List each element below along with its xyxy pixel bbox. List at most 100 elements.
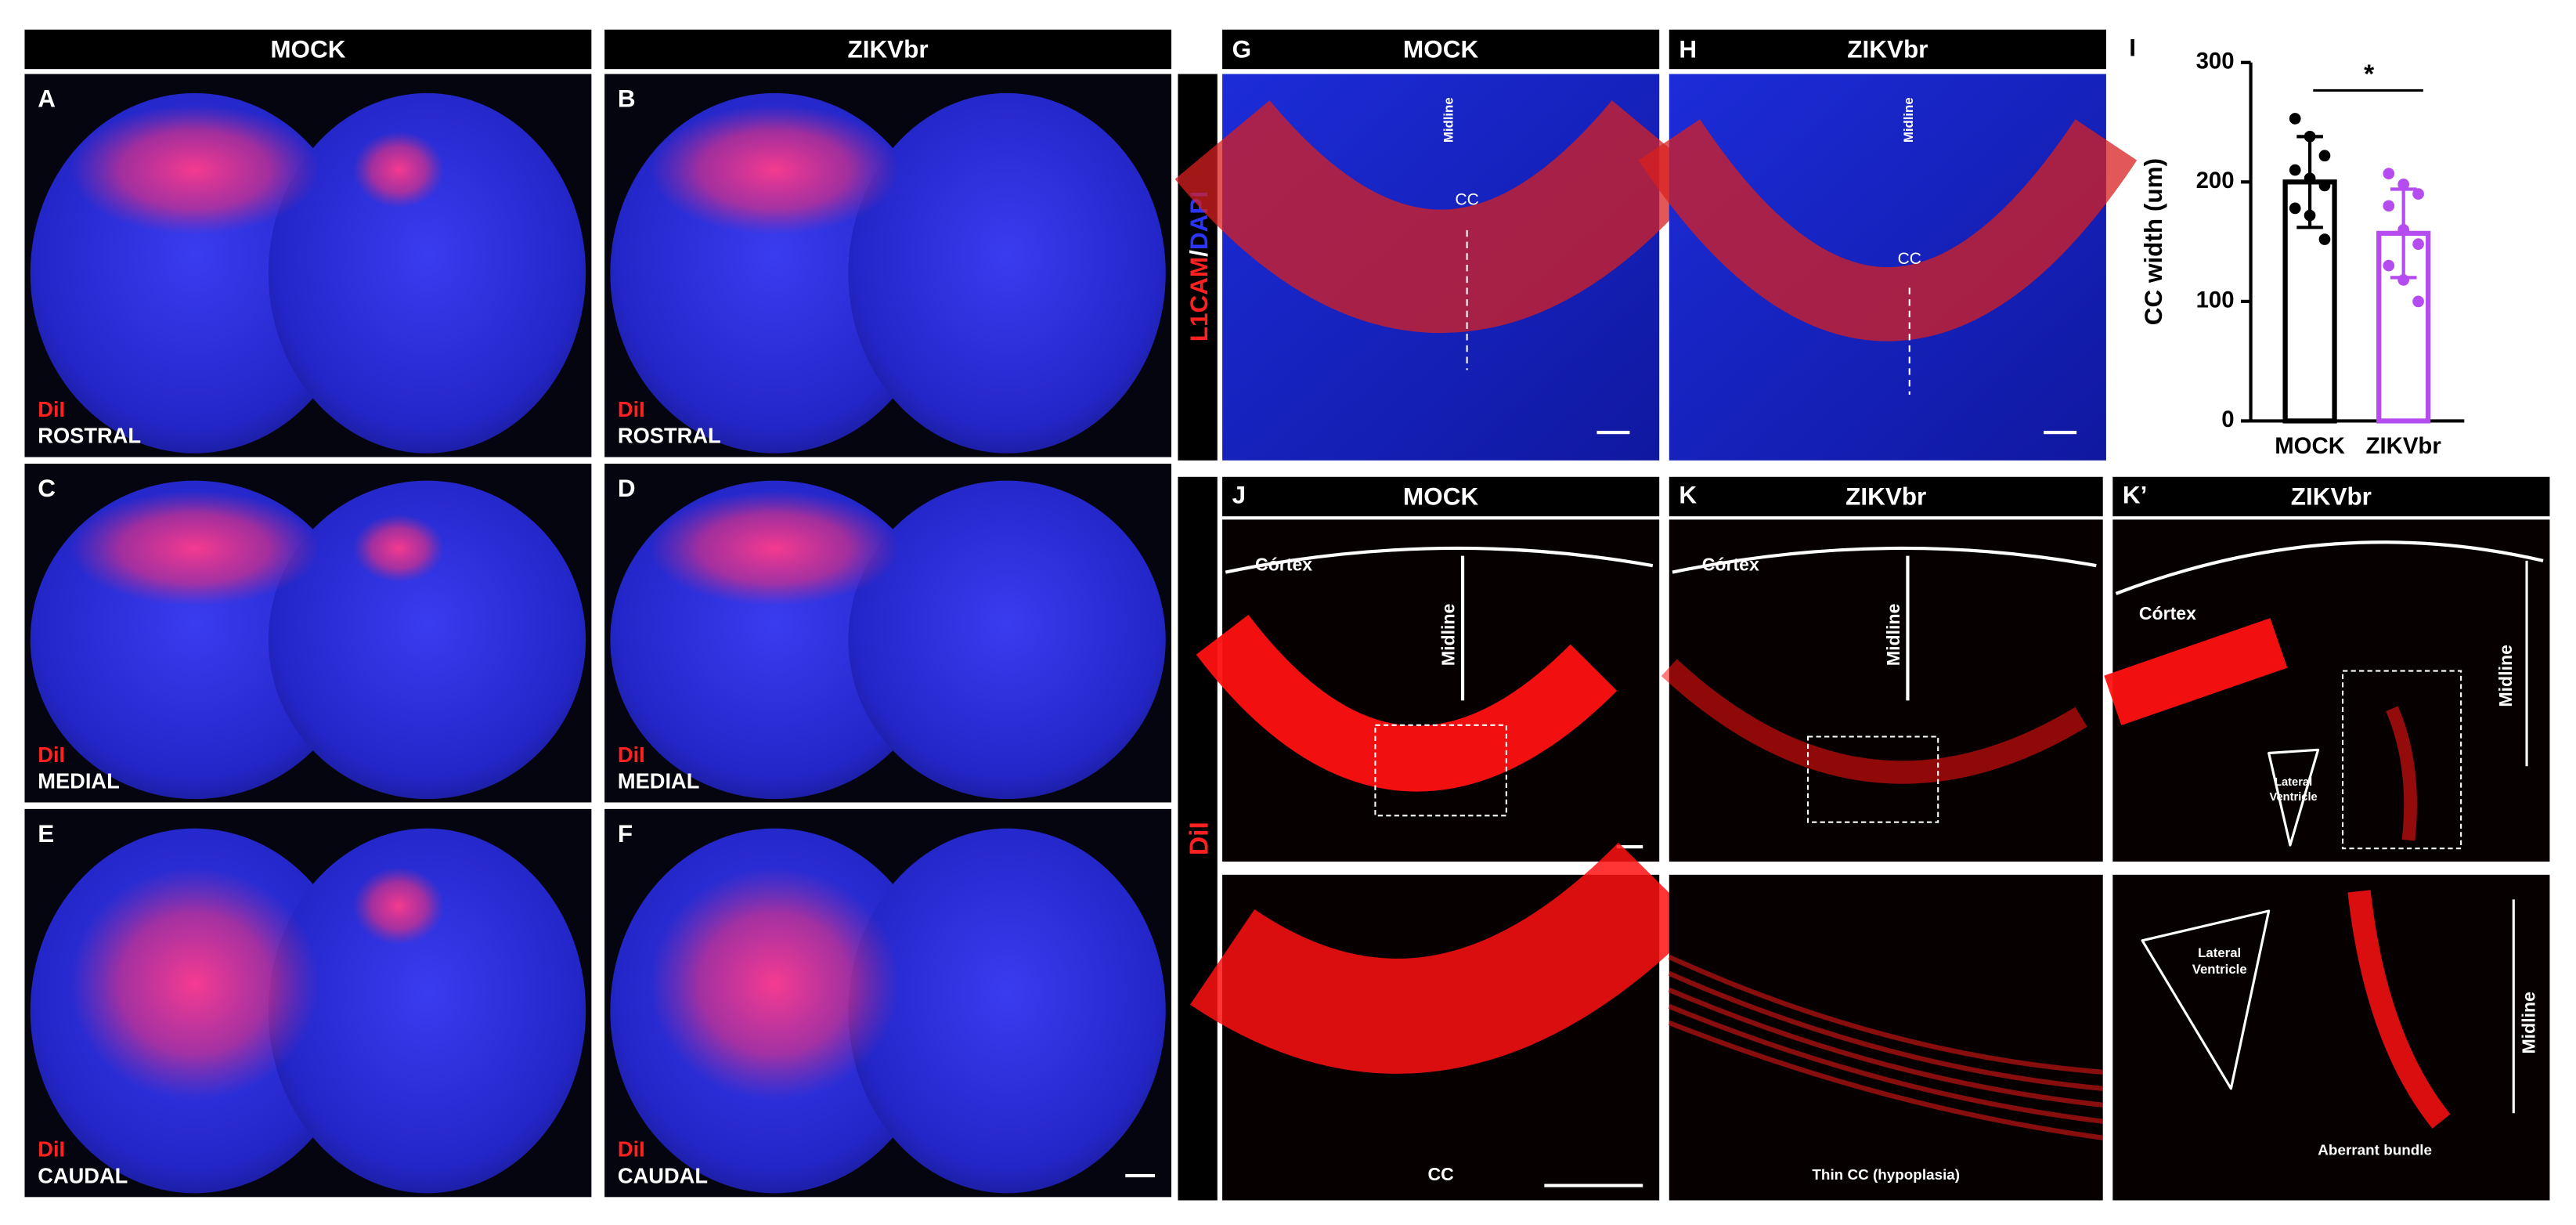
hemisphere: [848, 828, 1166, 1194]
data-point: [2397, 223, 2410, 236]
scale-bar: [1616, 845, 1643, 849]
side-label-part: /: [1185, 250, 1213, 257]
ventricle-label: Ventricle: [2192, 962, 2247, 977]
panel-letter: J: [1232, 481, 1247, 508]
side-bar: [1178, 74, 1218, 461]
micrograph: [1669, 519, 2103, 862]
data-point: [2412, 188, 2424, 200]
data-point: [2304, 209, 2316, 222]
midline-label: Midline: [1438, 603, 1458, 666]
dii-signal: [650, 490, 900, 606]
data-point: [2383, 259, 2395, 272]
stain-label: DiI: [38, 1137, 65, 1162]
cortex-label: Córtex: [2139, 603, 2196, 623]
dii-band: [1196, 614, 1618, 792]
header-title: ZIKVbr: [848, 35, 929, 63]
data-point: [2383, 168, 2395, 179]
data-point: [2289, 113, 2301, 125]
dii-signal: [353, 514, 445, 583]
cortex-outline: [1672, 546, 2097, 574]
caption: CC: [1427, 1164, 1454, 1184]
panel-letter: H: [1679, 35, 1697, 63]
hemisphere: [268, 828, 586, 1194]
cortex-label: Córtex: [1702, 554, 1759, 574]
data-point: [2397, 179, 2410, 190]
panel-letter: K’: [2123, 481, 2147, 508]
stain-label: DiI: [618, 397, 645, 421]
scale-bar: [1544, 1183, 1643, 1187]
dii-fiber: [1668, 1003, 2104, 1124]
scale-bar: [1596, 431, 1630, 435]
aberrant-bundle: [2347, 890, 2451, 1129]
midline-label: Midline: [2518, 992, 2538, 1054]
side-bar: [1178, 476, 1218, 1201]
panel-letter: G: [1232, 35, 1251, 63]
level-label: MEDIAL: [38, 768, 119, 793]
level-label: CAUDAL: [38, 1163, 128, 1187]
hemisphere: [268, 480, 586, 800]
zoom-box: [1806, 735, 1939, 823]
level-label: CAUDAL: [618, 1163, 708, 1187]
panel-letter: B: [618, 85, 636, 112]
data-point: [2383, 200, 2395, 212]
data-point: [2304, 131, 2316, 143]
dii-signal: [70, 867, 319, 1100]
scale-bar: [1125, 1173, 1156, 1178]
header-bar: [2112, 476, 2550, 517]
header-bar: [604, 29, 1172, 70]
dii-band: [1661, 659, 2087, 784]
data-point: [2289, 202, 2301, 215]
panel-letter: A: [38, 85, 56, 112]
hemisphere: [268, 92, 586, 454]
cortex-label: Córtex: [1255, 554, 1312, 574]
header-title: ZIKVbr: [2291, 482, 2372, 510]
ventricle-outline: [2141, 909, 2271, 1090]
caption: Aberrant bundle: [2318, 1143, 2432, 1159]
ventricle-outline: [2268, 748, 2320, 847]
panel-letter: D: [618, 475, 636, 502]
stain-label: DiI: [38, 397, 65, 421]
header-title: MOCK: [1403, 482, 1478, 510]
x-tick-label: MOCK: [2275, 433, 2345, 459]
midline-label: Midline: [1441, 97, 1456, 143]
cortex-outline: [1225, 546, 1654, 574]
y-tick-label: 200: [2196, 168, 2235, 193]
header-bar: [1222, 29, 1660, 70]
header-title: ZIKVbr: [1847, 35, 1928, 63]
caption: Thin CC (hypoplasia): [1812, 1167, 1960, 1183]
micrograph: [2112, 874, 2550, 1201]
y-tick-label: 300: [2196, 49, 2235, 74]
header-bar: [1222, 476, 1660, 517]
hemisphere: [848, 480, 1166, 800]
panel-letter: I: [2129, 34, 2136, 61]
panel-letter: C: [38, 475, 56, 502]
header-title: ZIKVbr: [1845, 482, 1926, 510]
data-point: [2318, 150, 2331, 162]
dii-signal: [650, 867, 900, 1100]
cc-label: CC: [1455, 191, 1478, 209]
data-point: [2289, 164, 2301, 176]
level-label: ROSTRAL: [618, 424, 721, 448]
header-bar: [1669, 29, 2106, 70]
dii-band: [1189, 842, 1701, 1074]
y-axis-label: CC width (um): [2140, 158, 2167, 325]
dii-fiber: [1668, 1020, 2104, 1140]
hemisphere: [848, 92, 1166, 454]
dii-fiber: [1668, 970, 2103, 1091]
ventricle-label: Lateral: [2275, 776, 2312, 789]
header-bar: [1669, 476, 2103, 517]
dii-band: [2104, 618, 2288, 726]
dii-signal: [353, 867, 445, 945]
cc-label: CC: [1898, 250, 1921, 268]
dii-fiber: [1668, 954, 2103, 1075]
dii-signal: [70, 104, 319, 235]
header-bar: [24, 29, 592, 70]
side-label-part: L1CAM: [1185, 257, 1213, 341]
significance-label: *: [2364, 60, 2375, 89]
midline-label: Midline: [1901, 97, 1916, 143]
dii-band: [2386, 706, 2417, 841]
header-title: MOCK: [1403, 35, 1478, 63]
dii-fiber: [1668, 987, 2104, 1108]
data-point: [2412, 238, 2424, 251]
